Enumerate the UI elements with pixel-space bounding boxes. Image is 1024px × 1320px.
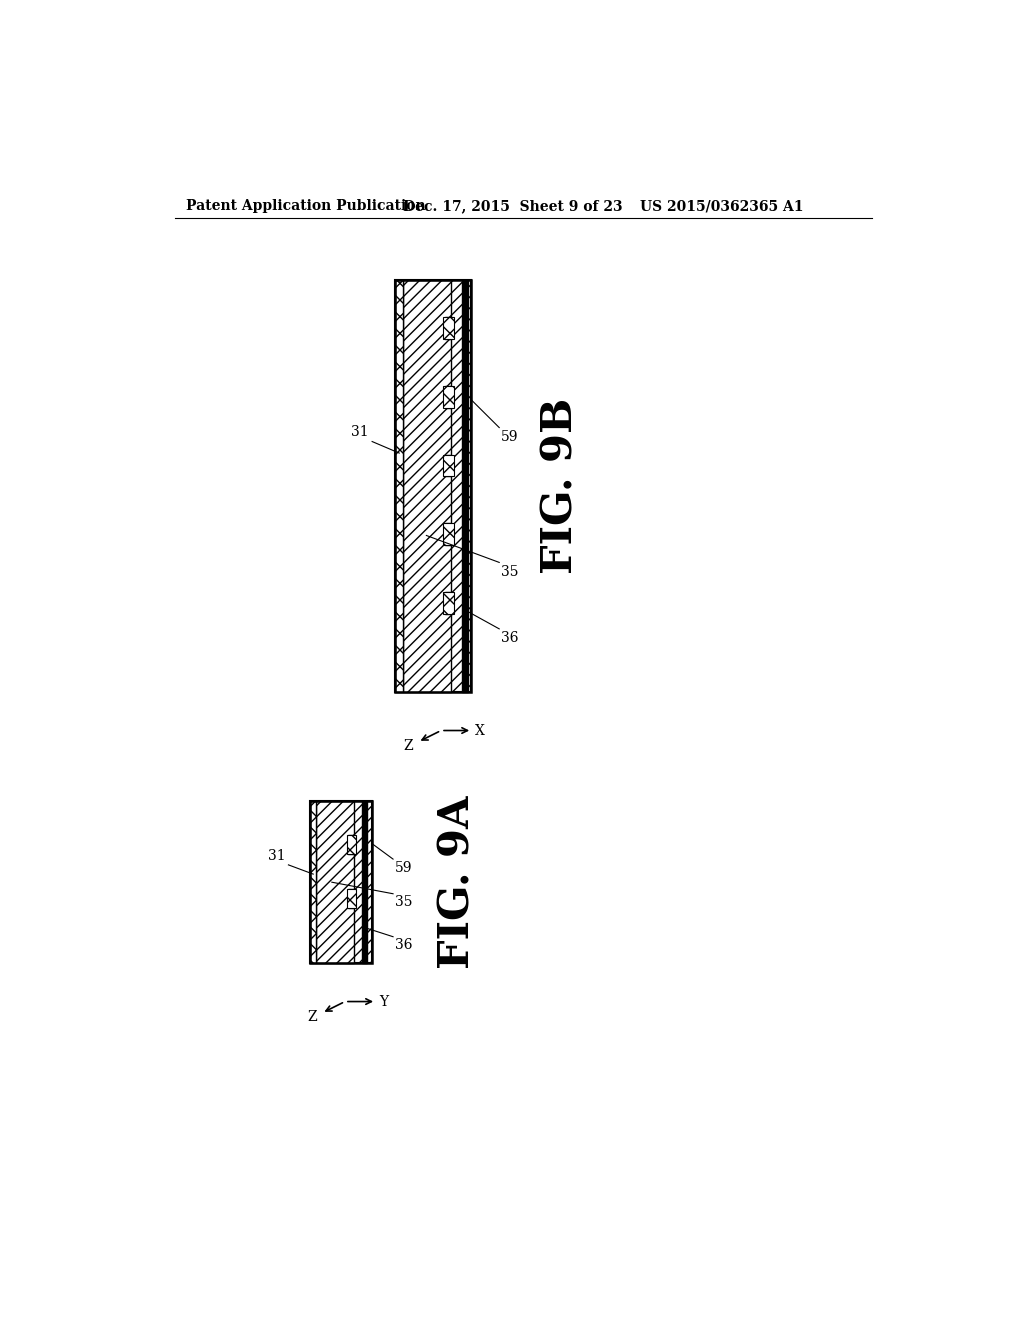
Text: FIG. 9A: FIG. 9A (436, 796, 478, 969)
Bar (310, 801, 316, 964)
Text: Z: Z (403, 739, 414, 752)
Bar (395, 280, 471, 692)
Text: 59: 59 (394, 861, 412, 875)
Bar (462, 280, 468, 692)
Text: 36: 36 (394, 939, 412, 952)
Bar (395, 280, 471, 692)
Text: Patent Application Publication: Patent Application Publication (186, 199, 426, 213)
Bar (443, 317, 455, 339)
Text: Y: Y (379, 994, 388, 1008)
Text: X: X (475, 723, 485, 738)
Text: 31: 31 (267, 849, 286, 863)
Bar (310, 801, 372, 964)
Bar (443, 523, 455, 545)
Bar (310, 801, 372, 964)
Text: Z: Z (307, 1010, 317, 1024)
Text: 31: 31 (350, 425, 369, 440)
Text: 35: 35 (501, 565, 518, 578)
Text: US 2015/0362365 A1: US 2015/0362365 A1 (640, 199, 803, 213)
Bar (443, 385, 455, 408)
Bar (443, 454, 455, 477)
Bar (443, 591, 455, 614)
Bar (346, 888, 356, 908)
Bar (346, 834, 356, 854)
Text: FIG. 9B: FIG. 9B (540, 397, 582, 574)
Text: 35: 35 (394, 895, 412, 909)
Text: 59: 59 (501, 430, 518, 444)
Text: Dec. 17, 2015  Sheet 9 of 23: Dec. 17, 2015 Sheet 9 of 23 (403, 199, 623, 213)
Text: 36: 36 (501, 631, 518, 645)
Bar (362, 801, 368, 964)
Polygon shape (316, 801, 353, 964)
Polygon shape (403, 280, 452, 692)
Bar (395, 280, 403, 692)
